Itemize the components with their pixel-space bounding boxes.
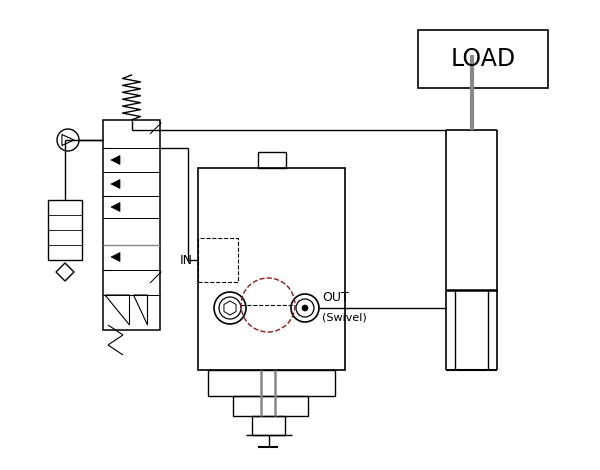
- Polygon shape: [150, 123, 161, 134]
- Text: LOAD: LOAD: [451, 47, 515, 71]
- Polygon shape: [111, 252, 120, 261]
- Text: OUT: OUT: [322, 291, 349, 304]
- Bar: [257, 152, 286, 168]
- Bar: [418, 30, 548, 88]
- Text: IN: IN: [180, 253, 193, 266]
- Bar: [252, 416, 285, 435]
- Polygon shape: [111, 156, 120, 164]
- Polygon shape: [111, 203, 120, 212]
- Polygon shape: [150, 272, 161, 283]
- Bar: [198, 168, 345, 370]
- Bar: [208, 370, 335, 396]
- Bar: [198, 238, 238, 282]
- Text: (Swivel): (Swivel): [322, 312, 367, 322]
- Bar: [48, 200, 82, 260]
- Polygon shape: [111, 180, 120, 188]
- Bar: [233, 396, 308, 416]
- Bar: [103, 120, 160, 330]
- Circle shape: [302, 305, 308, 311]
